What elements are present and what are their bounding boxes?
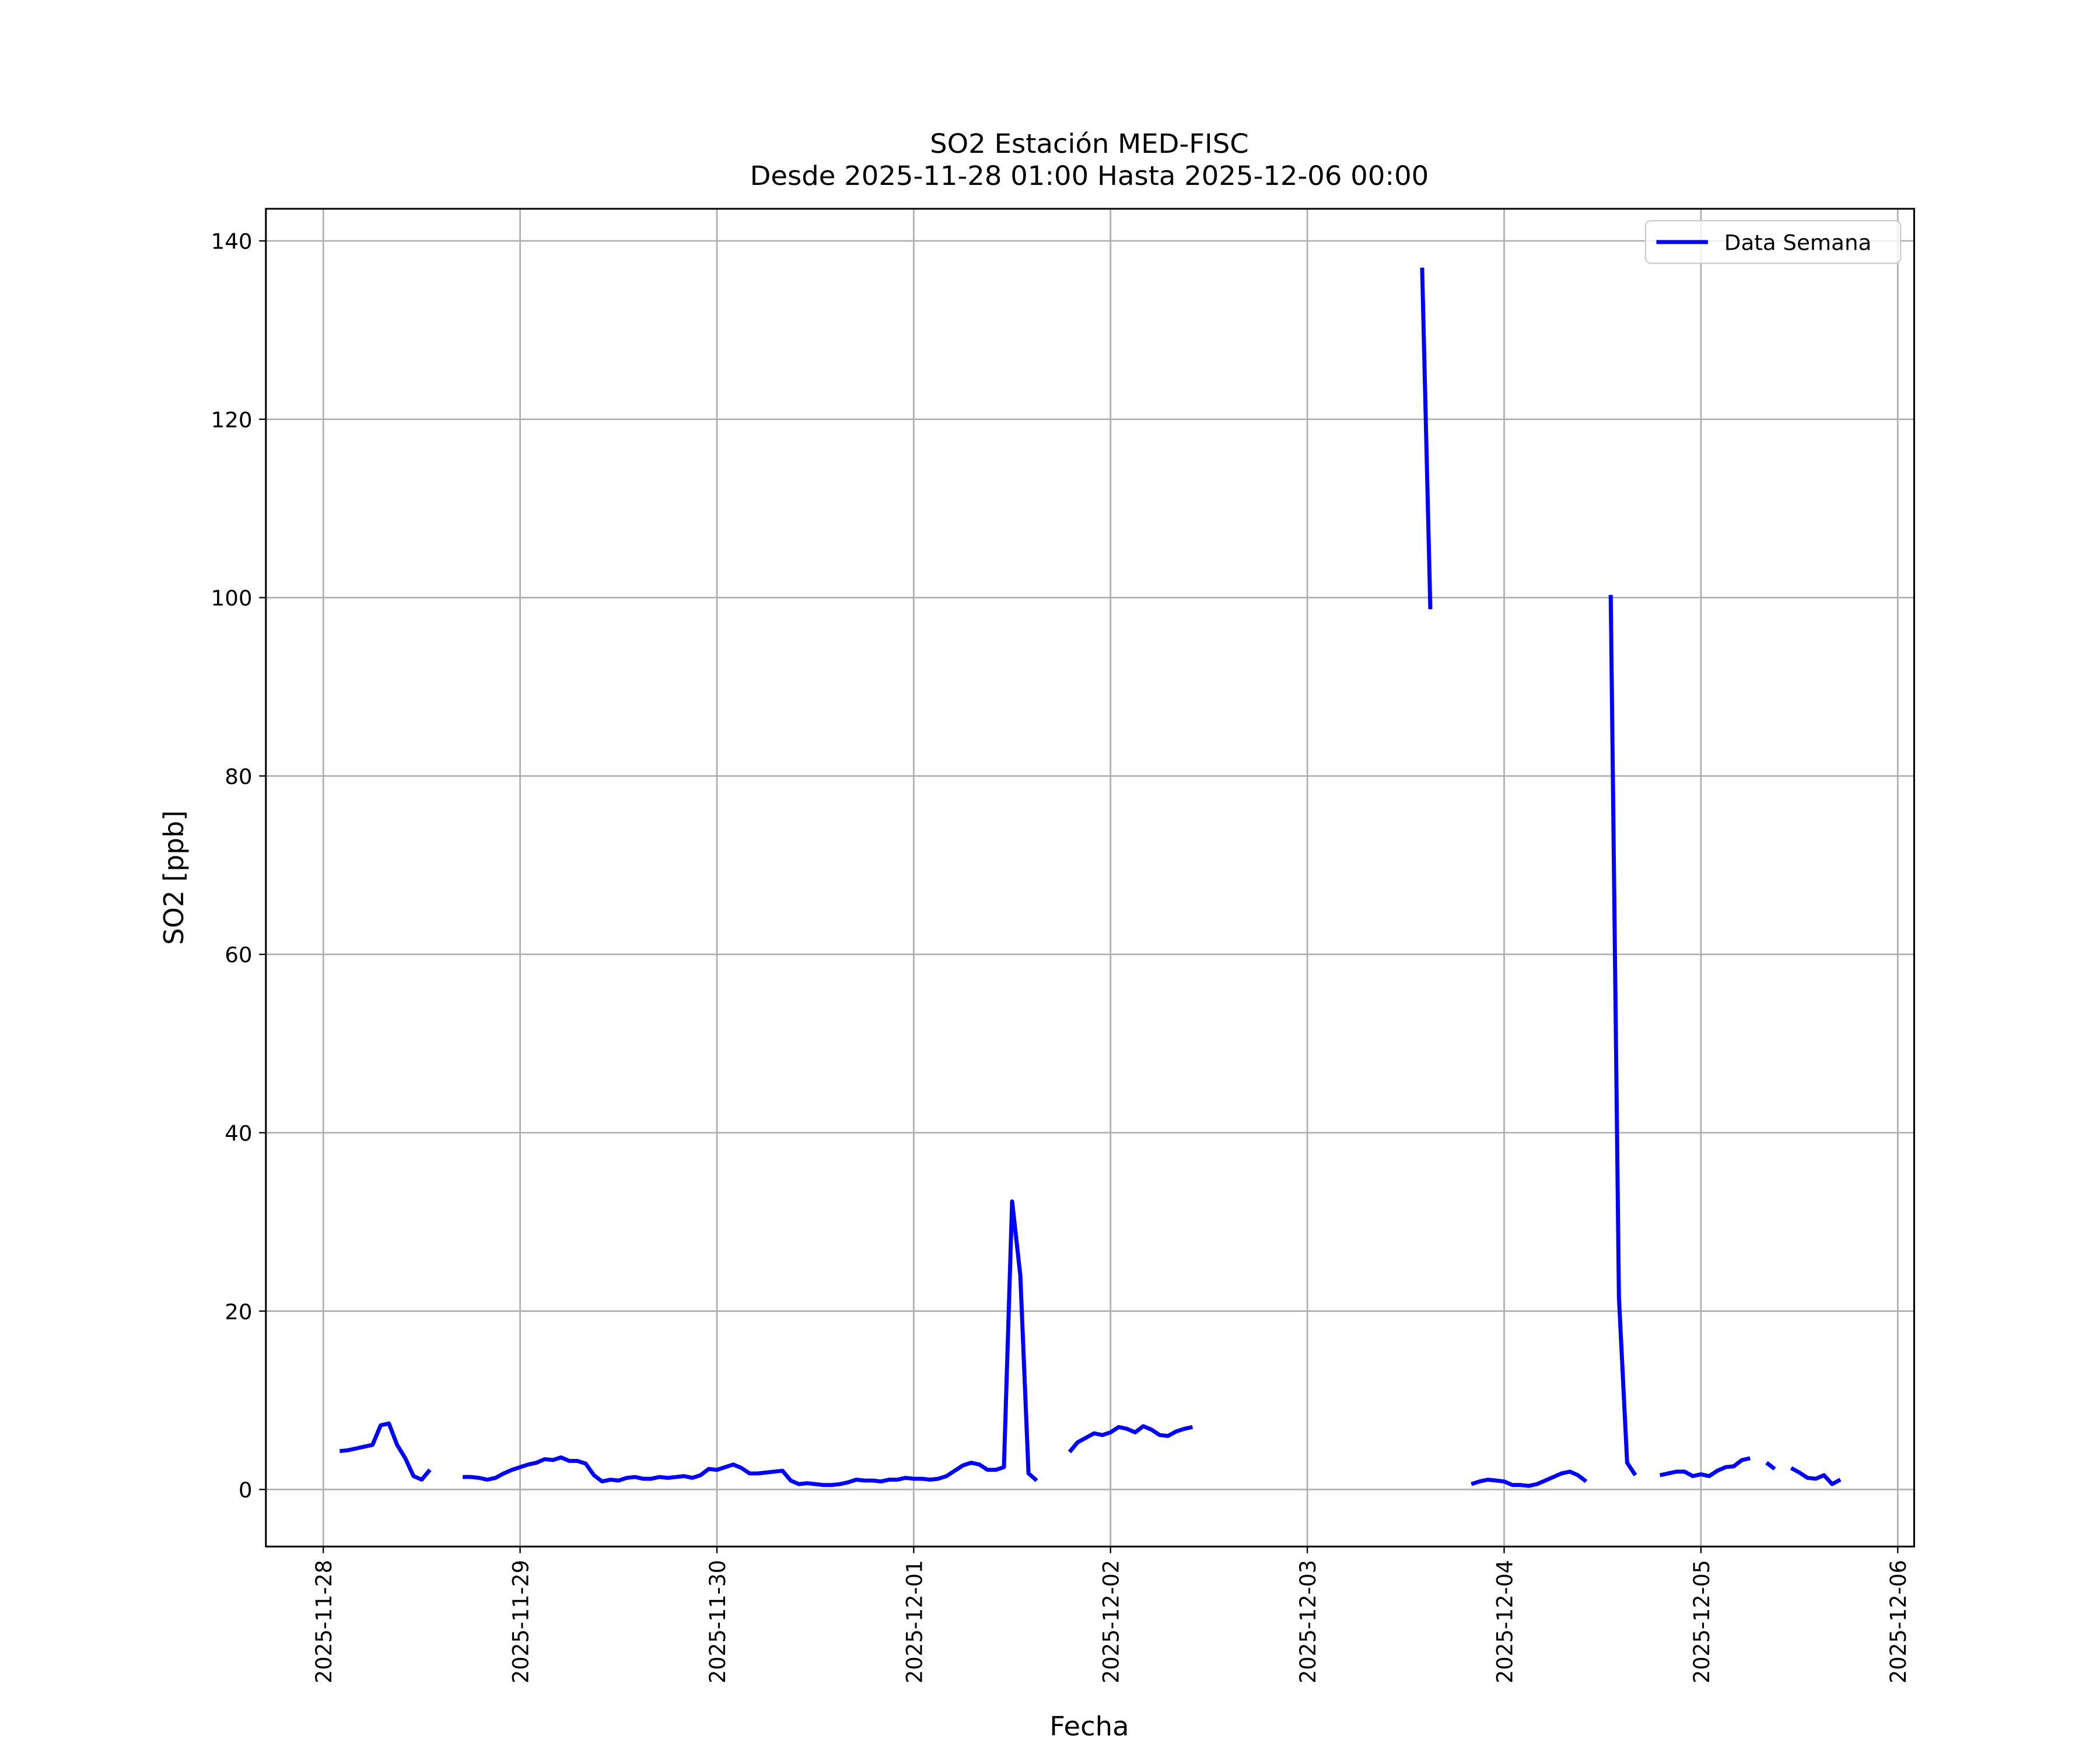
y-tick-label: 60 <box>225 943 252 968</box>
x-tick-label: 2025-12-05 <box>1689 1560 1714 1684</box>
chart-subtitle: Desde 2025-11-28 01:00 Hasta 2025-12-06 … <box>750 160 1429 191</box>
y-tick-label: 40 <box>225 1121 252 1146</box>
chart-title: SO2 Estación MED-FISC <box>930 128 1249 159</box>
x-tick-label: 2025-12-04 <box>1492 1560 1517 1684</box>
x-tick-label: 2025-12-01 <box>902 1560 927 1684</box>
x-tick-label: 2025-11-28 <box>312 1560 337 1684</box>
x-tick-label: 2025-12-02 <box>1098 1560 1124 1684</box>
legend-label: Data Semana <box>1724 230 1872 256</box>
plot-frame <box>265 208 1915 1548</box>
x-tick-label: 2025-12-03 <box>1296 1560 1321 1684</box>
y-tick-label: 20 <box>225 1300 252 1325</box>
y-axis-label: SO2 [ppb] <box>158 810 190 945</box>
y-tick-label: 80 <box>225 764 252 789</box>
x-tick-label: 2025-11-30 <box>705 1560 730 1684</box>
y-tick-label: 120 <box>211 408 253 433</box>
x-axis-label: Fecha <box>1049 1710 1129 1741</box>
x-tick-label: 2025-11-29 <box>508 1560 533 1684</box>
data-line <box>339 267 1842 1488</box>
y-tick-label: 0 <box>239 1478 253 1503</box>
y-tick-label: 140 <box>211 229 253 254</box>
legend-box <box>1644 220 1902 264</box>
y-tick-label: 100 <box>211 586 253 611</box>
x-tick-label: 2025-12-06 <box>1886 1560 1911 1684</box>
